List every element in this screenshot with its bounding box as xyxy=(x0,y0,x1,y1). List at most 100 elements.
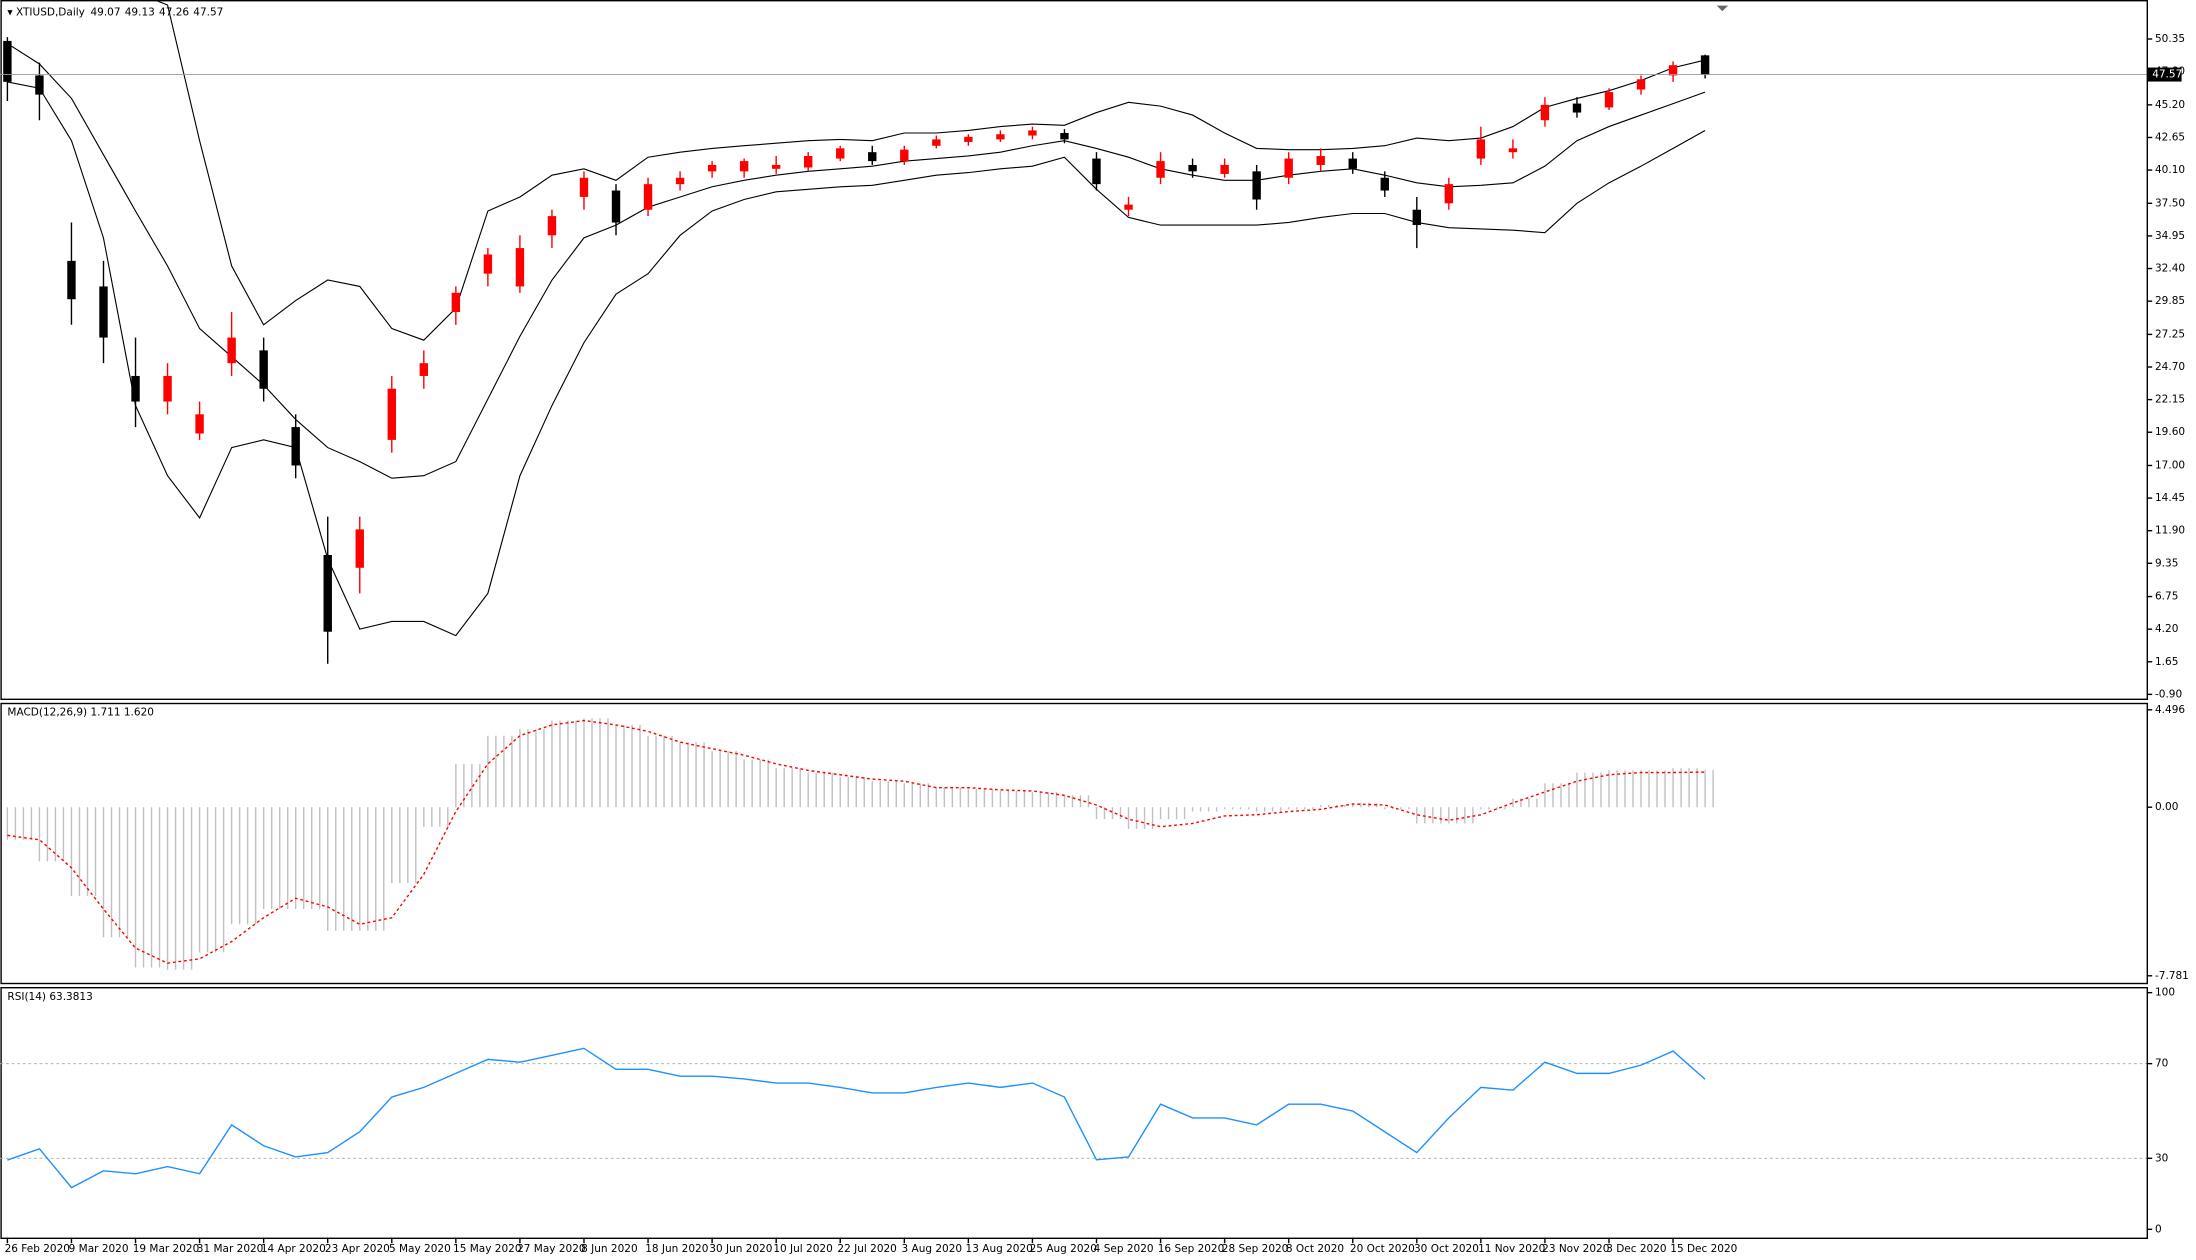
candle-body xyxy=(483,254,493,274)
candle-body xyxy=(1028,130,1037,136)
ohlc-high: 49.13 xyxy=(125,7,155,19)
y-tick-label: 19.60 xyxy=(2155,426,2185,438)
candle-body xyxy=(1380,177,1389,191)
candle-body xyxy=(451,292,461,313)
y-tick-label: 29.85 xyxy=(2155,295,2185,307)
candle-body xyxy=(932,139,941,146)
y-tick-label: 34.95 xyxy=(2155,230,2185,242)
candle-body xyxy=(1188,164,1197,172)
y-tick-label: 40.10 xyxy=(2155,164,2185,176)
last-price-tag xyxy=(2148,67,2182,82)
candle-body xyxy=(1060,132,1069,140)
candle-body xyxy=(996,134,1005,140)
y-tick-label: 100 xyxy=(2155,987,2175,999)
y-tick-label: 45.20 xyxy=(2155,99,2185,111)
candle-body xyxy=(35,75,44,95)
x-tick-label: 19 Mar 2020 xyxy=(133,1243,200,1255)
x-tick-label: 20 Oct 2020 xyxy=(1350,1243,1415,1255)
candle-body xyxy=(419,363,429,376)
candle-body xyxy=(1252,171,1261,200)
x-tick-label: 28 Sep 2020 xyxy=(1222,1243,1289,1255)
x-tick-label: 8 Jun 2020 xyxy=(581,1243,637,1255)
y-tick-label: 27.25 xyxy=(2155,328,2185,340)
plot xyxy=(3,1,1710,664)
y-tick-label: 11.90 xyxy=(2155,525,2185,537)
macd-panel xyxy=(0,702,2148,985)
x-tick-label: 3 Dec 2020 xyxy=(1606,1243,1666,1255)
y-tick-label: 6.75 xyxy=(2155,591,2178,603)
candle-body xyxy=(611,190,621,223)
candle-body xyxy=(1636,79,1646,90)
candle-body xyxy=(67,260,76,300)
y-tick-label: 1.65 xyxy=(2155,656,2178,668)
candle-body xyxy=(1700,55,1710,75)
candle-body xyxy=(579,177,589,197)
x-tick-label: 5 May 2020 xyxy=(389,1243,451,1255)
candle-body xyxy=(1316,156,1325,165)
x-tick-label: 18 Jun 2020 xyxy=(645,1243,708,1255)
rsi-line xyxy=(7,1047,1706,1189)
y-tick-label: 50.35 xyxy=(2155,33,2185,45)
x-tick-label: 11 Nov 2020 xyxy=(1478,1243,1545,1255)
x-tick-label: 14 Apr 2020 xyxy=(261,1243,326,1255)
x-tick-label: 15 Dec 2020 xyxy=(1670,1243,1737,1255)
candle-body xyxy=(804,156,813,168)
candle-body xyxy=(1668,65,1678,76)
y-tick-label: 70 xyxy=(2155,1058,2168,1070)
candle-body xyxy=(1156,161,1165,178)
y-tick-label: 0.00 xyxy=(2155,801,2178,813)
y-tick-label: -7.781 xyxy=(2155,970,2189,982)
x-tick-label: 23 Nov 2020 xyxy=(1542,1243,1609,1255)
candle-body xyxy=(1092,158,1101,185)
x-tick-label: 30 Jun 2020 xyxy=(709,1243,772,1255)
x-tick-label: 16 Sep 2020 xyxy=(1158,1243,1225,1255)
x-tick-label: 23 Apr 2020 xyxy=(325,1243,390,1255)
x-tick-label: 27 May 2020 xyxy=(517,1243,585,1255)
price-header: ▾ XTIUSD,Daily 49.07 49.13 47.26 47.57 xyxy=(7,7,223,19)
x-tick-label: 26 Feb 2020 xyxy=(5,1243,70,1255)
candle-body xyxy=(1476,139,1486,159)
x-tick-label: 25 Aug 2020 xyxy=(1030,1243,1097,1255)
macd-title: MACD(12,26,9) 1.711 1.620 xyxy=(7,707,154,719)
candle-body xyxy=(323,554,332,632)
macd-signal xyxy=(7,719,1706,964)
x-tick-label: 30 Oct 2020 xyxy=(1414,1243,1479,1255)
bollinger-middle xyxy=(7,43,1706,479)
candle-body xyxy=(868,152,877,162)
candle-body xyxy=(1540,104,1550,121)
candle-body xyxy=(1412,209,1422,226)
candle-body xyxy=(1348,158,1357,169)
candle-body xyxy=(195,414,204,434)
ohlc-close: 47.57 xyxy=(193,7,223,19)
x-tick-label: 4 Sep 2020 xyxy=(1094,1243,1154,1255)
y-tick-label: 32.40 xyxy=(2155,263,2185,275)
candle-body xyxy=(900,149,909,162)
candle-body xyxy=(3,40,12,82)
candle-body xyxy=(1508,148,1518,153)
chart-title: XTIUSD,Daily xyxy=(16,7,85,19)
y-tick-label: 42.65 xyxy=(2155,131,2185,143)
y-tick-label: 4.496 xyxy=(2155,704,2185,716)
x-tick-label: 10 Jul 2020 xyxy=(773,1243,832,1255)
candle-body xyxy=(1220,164,1229,174)
symbol: ▾ xyxy=(7,7,16,19)
candle-body xyxy=(675,177,685,185)
bollinger-upper xyxy=(156,1,1706,341)
ohlc-low: 47.26 xyxy=(159,7,189,19)
x-tick-label: 15 May 2020 xyxy=(453,1243,521,1255)
x-tick-label: 3 Aug 2020 xyxy=(901,1243,962,1255)
candle-body xyxy=(163,375,172,402)
x-tick-label: 31 Mar 2020 xyxy=(197,1243,264,1255)
y-tick-label: 22.15 xyxy=(2155,394,2185,406)
y-tick-label: 0 xyxy=(2155,1223,2162,1235)
x-tick-label: 13 Aug 2020 xyxy=(966,1243,1033,1255)
candle-body xyxy=(227,337,236,364)
candle-body xyxy=(643,184,653,210)
candle-body xyxy=(1572,103,1582,113)
plot xyxy=(0,1047,2147,1189)
x-tick-label: 8 Oct 2020 xyxy=(1286,1243,1344,1255)
candle-body xyxy=(259,350,268,389)
rsi-title: RSI(14) 63.3813 xyxy=(7,991,92,1003)
candle-body xyxy=(547,216,557,236)
